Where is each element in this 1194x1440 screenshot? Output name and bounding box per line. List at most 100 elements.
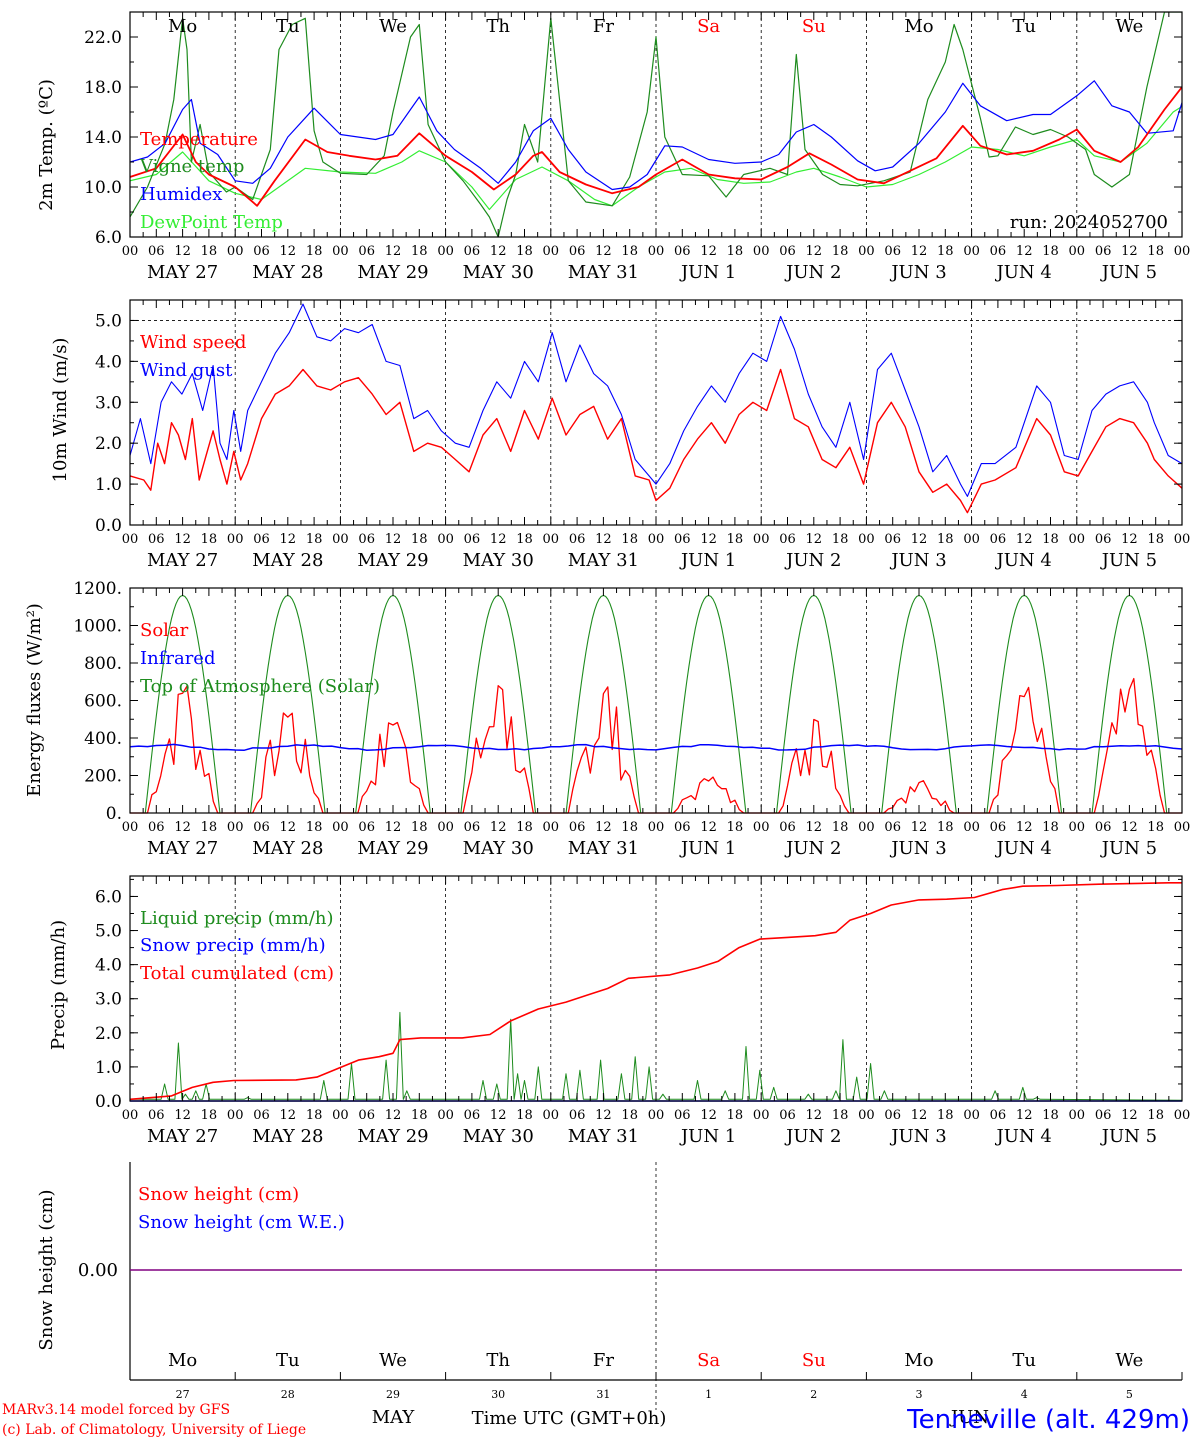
hour-tick-label: 18 xyxy=(832,1108,849,1123)
temperature-series-group xyxy=(130,12,1182,237)
hour-tick-label: 06 xyxy=(1095,244,1112,259)
hour-tick-label: 18 xyxy=(516,532,533,547)
hour-tick-label: 06 xyxy=(779,244,796,259)
date-label: JUN 5 xyxy=(1100,550,1157,571)
hour-tick-label: 06 xyxy=(464,820,481,835)
hour-tick-label: 18 xyxy=(201,532,218,547)
hour-tick-label: 00 xyxy=(437,820,454,835)
hour-tick-label: 12 xyxy=(595,244,612,259)
series-line-wind-gust xyxy=(129,303,1183,497)
legend-total-cumulated: Total cumulated (cm) xyxy=(140,963,334,984)
hour-tick-label: 18 xyxy=(937,532,954,547)
credit-line-1: MARv3.14 model forced by GFS xyxy=(2,1402,230,1418)
hour-tick-label: 18 xyxy=(201,244,218,259)
credit-line-2: (c) Lab. of Climatology, University of L… xyxy=(2,1422,306,1438)
hour-tick-label: 00 xyxy=(543,1108,560,1123)
y-tick-label: 0.0 xyxy=(95,1092,122,1112)
hour-tick-label: 18 xyxy=(727,244,744,259)
hour-tick-label: 12 xyxy=(595,532,612,547)
weekday-label: Mo xyxy=(904,16,933,37)
weekday-label: Fr xyxy=(593,1350,614,1371)
hour-tick-label: 00 xyxy=(858,820,875,835)
series-line-total-cumulated xyxy=(129,881,1182,1101)
hour-tick-label: 12 xyxy=(1016,820,1033,835)
hour-tick-label: 18 xyxy=(201,1108,218,1123)
hour-tick-label: 12 xyxy=(1016,244,1033,259)
y-tick-label: 10.0 xyxy=(84,178,122,198)
weekday-label: Tu xyxy=(1012,16,1036,37)
hour-tick-label: 06 xyxy=(464,1108,481,1123)
hour-tick-label: 00 xyxy=(858,244,875,259)
hour-tick-label: 06 xyxy=(884,1108,901,1123)
energy-panel: 00 06 12 18 00 06 12 18 00 06 12 18 00 06 12 18 00 06 12 18… xyxy=(24,579,1190,859)
hour-tick-label: 06 xyxy=(148,532,165,547)
hour-tick-label: 00 xyxy=(753,820,770,835)
hour-tick-label: 12 xyxy=(280,820,297,835)
hour-tick-label: 06 xyxy=(674,1108,691,1123)
hour-tick-label: 00 xyxy=(543,244,560,259)
hour-tick-label: 06 xyxy=(674,820,691,835)
hour-tick-label: 06 xyxy=(148,1108,165,1123)
hour-tick-label: 00 xyxy=(1174,244,1191,259)
hour-tick-label: 12 xyxy=(280,1108,297,1123)
hour-tick-label: 06 xyxy=(779,820,796,835)
hour-tick-label: 00 xyxy=(648,820,665,835)
hour-tick-label: 00 xyxy=(437,244,454,259)
precip-grid xyxy=(234,876,1078,1101)
legend-dewpoint: DewPoint Temp xyxy=(140,212,283,233)
hour-tick-label: 06 xyxy=(358,820,375,835)
hour-tick-label: 18 xyxy=(832,244,849,259)
date-label: JUN 5 xyxy=(1100,262,1157,283)
hour-tick-label: 00 xyxy=(227,244,244,259)
hour-tick-label: 00 xyxy=(963,532,980,547)
series-line-dewpoint-temp xyxy=(130,105,1182,211)
weekday-label: Mo xyxy=(168,1350,197,1371)
date-label: MAY 31 xyxy=(568,1126,639,1147)
weekday-label: We xyxy=(1116,16,1144,37)
date-label: MAY 28 xyxy=(252,550,323,571)
date-label: MAY 28 xyxy=(252,1126,323,1147)
panel-frame xyxy=(129,587,1183,814)
hour-tick-label: 00 xyxy=(963,820,980,835)
hour-tick-label: 06 xyxy=(253,532,270,547)
hour-tick-label: 18 xyxy=(306,1108,323,1123)
hour-tick-label: 06 xyxy=(569,1108,586,1123)
hour-tick-label: 00 xyxy=(648,532,665,547)
date-label: MAY 28 xyxy=(252,838,323,859)
weekday-label: Tu xyxy=(1012,1350,1036,1371)
y-tick-label: 5.0 xyxy=(95,311,122,331)
hour-tick-label: 18 xyxy=(1147,244,1164,259)
hour-tick-label: 12 xyxy=(1121,532,1138,547)
weekday-label: We xyxy=(379,1350,407,1371)
wind-ylabel: 10m Wind (m/s) xyxy=(50,338,71,483)
hour-tick-label: 18 xyxy=(516,820,533,835)
day-number-label: 31 xyxy=(596,1388,610,1401)
y-tick-label: 0.0 xyxy=(95,516,122,536)
day-number-label: 29 xyxy=(386,1388,400,1401)
panel-frame xyxy=(129,11,1183,238)
weekday-label: Tu xyxy=(276,16,300,37)
y-tick-label: 400. xyxy=(84,729,122,749)
hour-tick-label: 12 xyxy=(911,532,928,547)
hour-tick-label: 18 xyxy=(1042,244,1059,259)
wind-grid xyxy=(130,300,1182,525)
snow-panel: Snow height (cm) Snow height (cm) Snow h… xyxy=(36,1162,1183,1428)
legend-wind-speed: Wind speed xyxy=(140,332,246,353)
date-label: JUN 3 xyxy=(889,550,946,571)
hour-tick-label: 12 xyxy=(280,244,297,259)
precip-panel: 00 06 12 18 00 06 12 18 00 06 12 18 00 06 12 18 00 06 12 18… xyxy=(48,875,1190,1147)
weekday-label: Tu xyxy=(276,1350,300,1371)
date-label: MAY 30 xyxy=(463,1126,534,1147)
date-label: JUN 1 xyxy=(679,1126,736,1147)
y-tick-label: 22.0 xyxy=(84,28,122,48)
hour-tick-label: 18 xyxy=(937,244,954,259)
series-line-temperature xyxy=(130,86,1182,207)
temperature-grid xyxy=(234,12,1078,237)
hour-tick-label: 18 xyxy=(621,532,638,547)
energy-axes: 00 06 12 18 00 06 12 18 00 06 12 18 00 06 12 18 00 06 12 18… xyxy=(73,579,1190,859)
day-number-label: 5 xyxy=(1126,1388,1133,1401)
hour-tick-label: 00 xyxy=(1174,820,1191,835)
hour-tick-label: 12 xyxy=(806,244,823,259)
legend-snow-height-we: Snow height (cm W.E.) xyxy=(138,1212,345,1233)
